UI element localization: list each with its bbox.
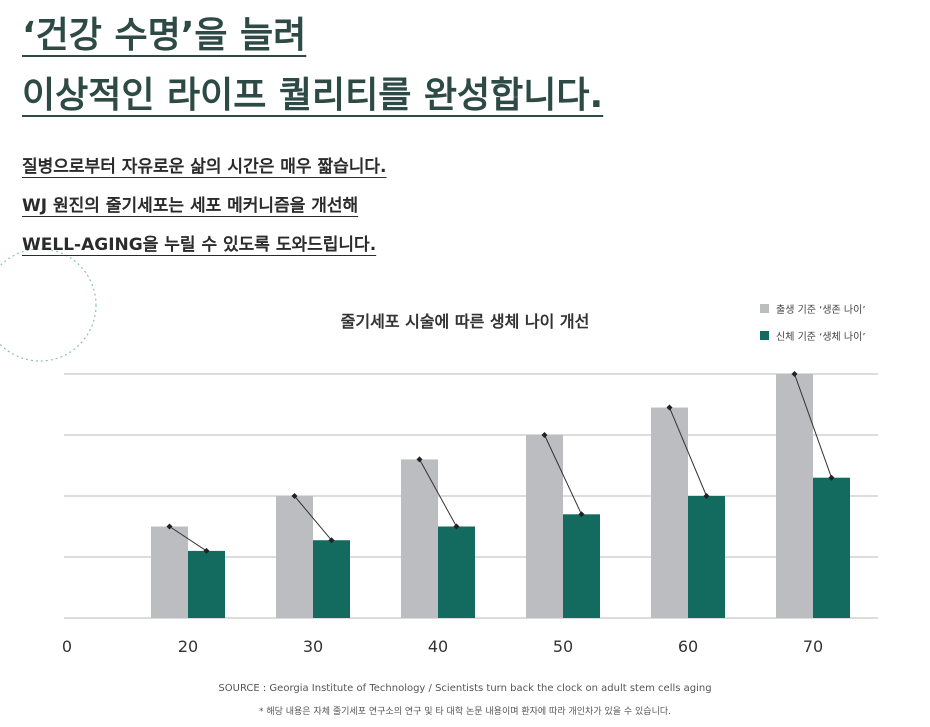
marker-bio-age-30 — [328, 537, 335, 544]
disclaimer-note: * 해당 내용은 자체 줄기세포 연구소의 연구 및 타 대학 논문 내용이며 … — [258, 707, 672, 717]
bar-birth-age-30 — [276, 496, 313, 618]
chart-title: 줄기세포 시술에 따른 생체 나이 개선 — [340, 312, 590, 331]
connector-line-20 — [169, 526, 207, 552]
marker-birth-age-60 — [666, 404, 673, 411]
headline-line-1: ‘건강 수명’을 늘려 — [22, 15, 307, 56]
source-citation: SOURCE : Georgia Institute of Technology… — [218, 683, 712, 694]
bar-bio-age-40 — [438, 526, 475, 618]
marker-birth-age-20 — [166, 523, 173, 530]
x-tick-label-60: 60 — [678, 637, 698, 656]
bar-birth-age-40 — [401, 459, 438, 618]
marker-bio-age-50 — [578, 511, 585, 518]
bar-birth-age-60 — [651, 407, 688, 618]
legend-label-bio-age: 신체 기준 ‘생체 나이’ — [776, 331, 866, 343]
connector-line-60 — [669, 407, 707, 497]
x-tick-label-20: 20 — [178, 637, 198, 656]
subtext: 질병으로부터 자유로운 삶의 시간은 매우 짧습니다. WJ 원진의 줄기세포는… — [22, 148, 387, 265]
legend-item-birth-age: 출생 기준 ‘생존 나이’ — [760, 300, 866, 316]
connector-line-50 — [544, 434, 582, 515]
chart-legend: 출생 기준 ‘생존 나이’ 신체 기준 ‘생체 나이’ — [760, 300, 866, 354]
marker-birth-age-70 — [791, 371, 798, 377]
bar-birth-age-50 — [526, 435, 563, 618]
legend-item-bio-age: 신체 기준 ‘생체 나이’ — [760, 327, 866, 343]
x-tick-label-30: 30 — [303, 637, 323, 656]
bar-bio-age-30 — [313, 540, 350, 618]
x-tick-label-origin: 0 — [62, 637, 72, 656]
connector-line-40 — [419, 459, 457, 527]
bar-birth-age-20 — [151, 526, 188, 618]
x-tick-label-40: 40 — [428, 637, 448, 656]
legend-swatch-gray — [760, 303, 769, 313]
bar-bio-age-60 — [688, 496, 725, 618]
bar-bio-age-20 — [188, 550, 225, 618]
headline: ‘건강 수명’을 늘려 이상적인 라이프 퀄리티를 완성합니다. — [22, 6, 603, 126]
x-tick-label-50: 50 — [553, 637, 573, 656]
marker-birth-age-50 — [541, 432, 548, 438]
marker-birth-age-40 — [416, 456, 423, 463]
bar-bio-age-50 — [563, 514, 600, 618]
marker-bio-age-20 — [203, 547, 210, 554]
headline-line-2: 이상적인 라이프 퀄리티를 완성합니다. — [22, 75, 604, 116]
legend-label-birth-age: 출생 기준 ‘생존 나이’ — [776, 304, 866, 316]
legend-swatch-green — [760, 330, 769, 340]
bar-bio-age-70 — [813, 477, 850, 618]
marker-bio-age-60 — [703, 493, 710, 499]
connector-line-70 — [794, 373, 832, 478]
marker-bio-age-70 — [828, 474, 835, 481]
subtext-line-2: WJ 원진의 줄기세포는 세포 메커니즘을 개선해 — [22, 196, 359, 216]
subtext-line-3: WELL-AGING을 누릴 수 있도록 도와드립니다. — [22, 235, 377, 255]
marker-birth-age-30 — [291, 493, 298, 499]
connector-line-30 — [294, 495, 332, 541]
x-tick-label-70: 70 — [803, 637, 823, 656]
bar-birth-age-70 — [776, 374, 813, 618]
marker-bio-age-40 — [453, 523, 460, 530]
subtext-line-1: 질병으로부터 자유로운 삶의 시간은 매우 짧습니다. — [22, 157, 387, 177]
